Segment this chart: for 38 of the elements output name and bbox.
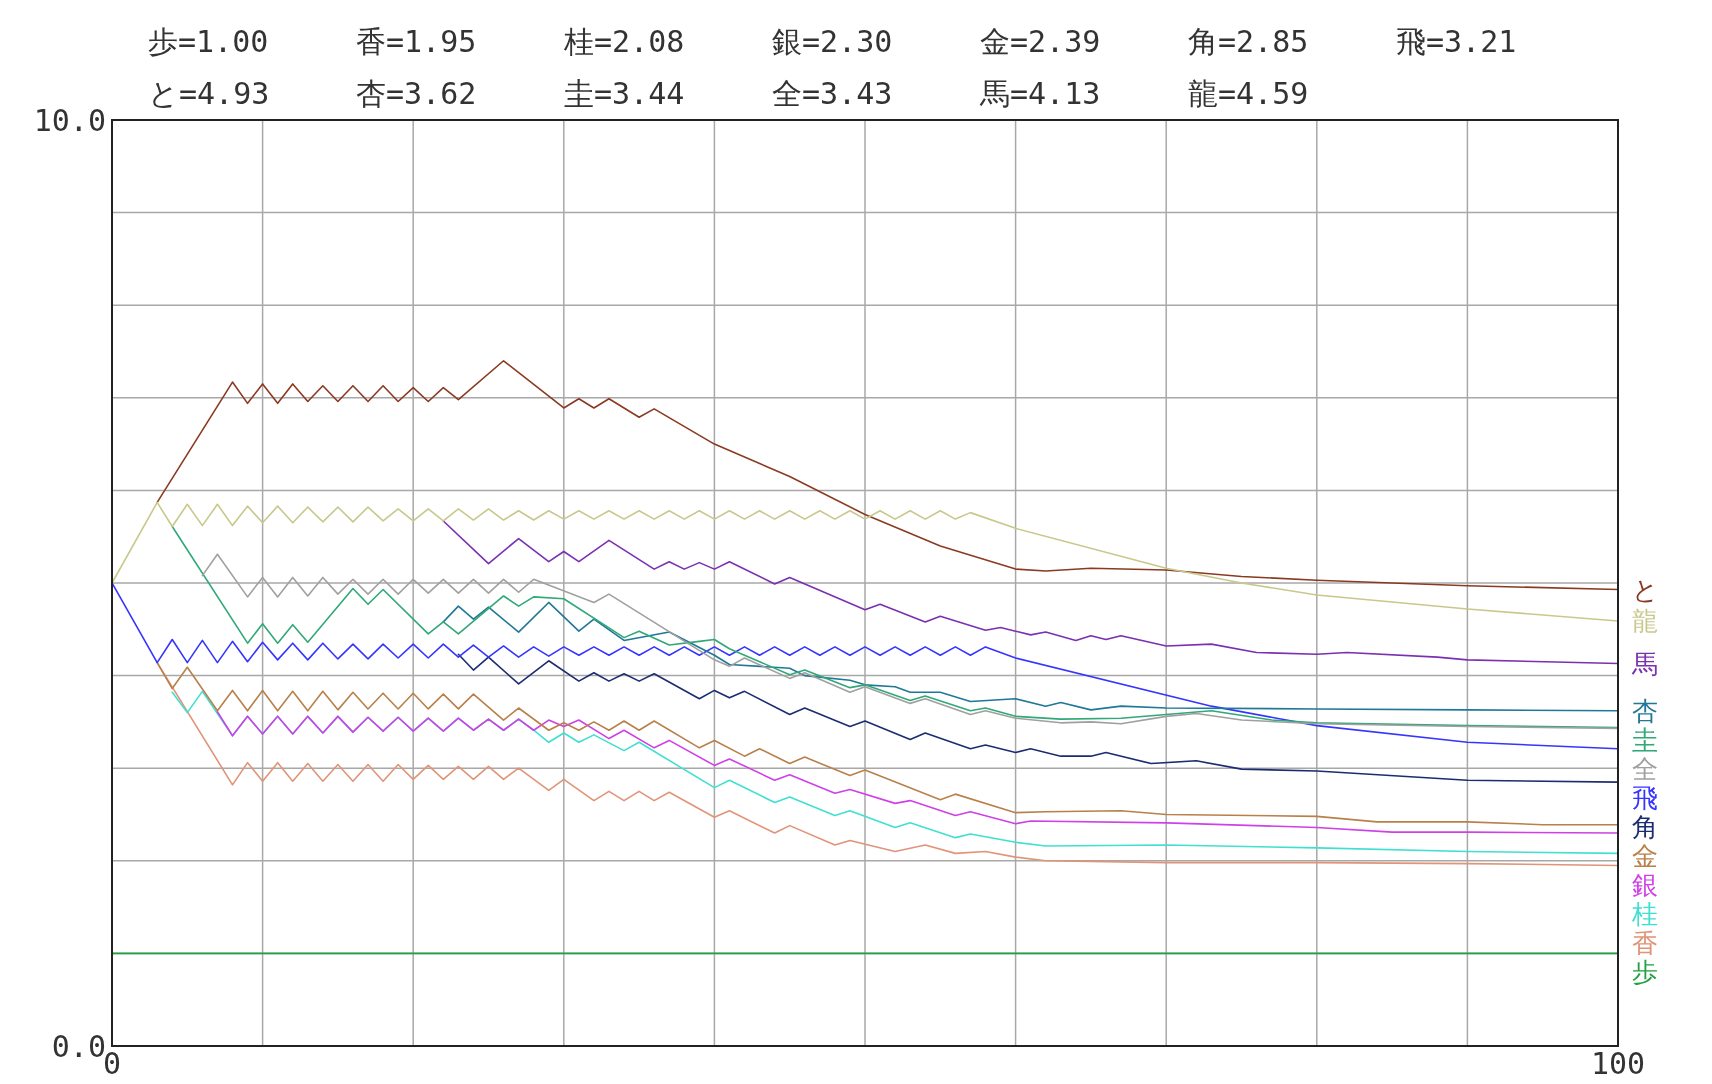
line-series: [156, 661, 1618, 826]
series-label: と: [1632, 574, 1659, 605]
line-series: [156, 359, 1618, 591]
text: 馬=4.13: [979, 76, 1101, 111]
series-label: 圭: [1632, 724, 1658, 755]
text: と=4.93: [148, 76, 270, 111]
series-label: 馬: [1631, 648, 1658, 679]
series-label: 角: [1632, 811, 1658, 842]
line-series: [171, 525, 1618, 729]
text: 飛=3.21: [1396, 24, 1517, 59]
text: 金=2.39: [980, 24, 1101, 59]
y-tick-label: 10.0: [33, 102, 106, 138]
series-label: 杏: [1632, 695, 1658, 726]
text: 角=2.85: [1188, 24, 1309, 59]
line-series: [457, 653, 1618, 783]
series-label: 歩: [1632, 956, 1658, 987]
text: 桂=2.08: [563, 24, 685, 59]
series-label: 龍: [1632, 606, 1658, 637]
series-label: 金: [1632, 840, 1658, 871]
text: 全=3.43: [772, 76, 893, 111]
line-series: [442, 520, 1618, 665]
text: 歩=1.00: [148, 24, 269, 59]
line-series: [442, 601, 1618, 712]
line-series: [112, 501, 1618, 622]
text: 圭=3.44: [564, 76, 685, 111]
series-label: 銀: [1632, 869, 1658, 900]
series-label: 桂: [1631, 898, 1658, 929]
line-series: [112, 582, 1618, 750]
series-label: 全: [1632, 753, 1658, 784]
text: 香=1.95: [356, 24, 477, 59]
line-series: [216, 710, 1618, 834]
text: 杏=3.62: [356, 76, 477, 111]
text: 龍=4.59: [1188, 76, 1309, 111]
text: 香: [1632, 927, 1658, 958]
x-tick-label: 100: [1590, 1046, 1646, 1081]
y-tick-label: 0.0: [51, 1028, 106, 1064]
text: 銀=2.30: [772, 24, 893, 59]
series-label: 飛: [1632, 782, 1658, 813]
